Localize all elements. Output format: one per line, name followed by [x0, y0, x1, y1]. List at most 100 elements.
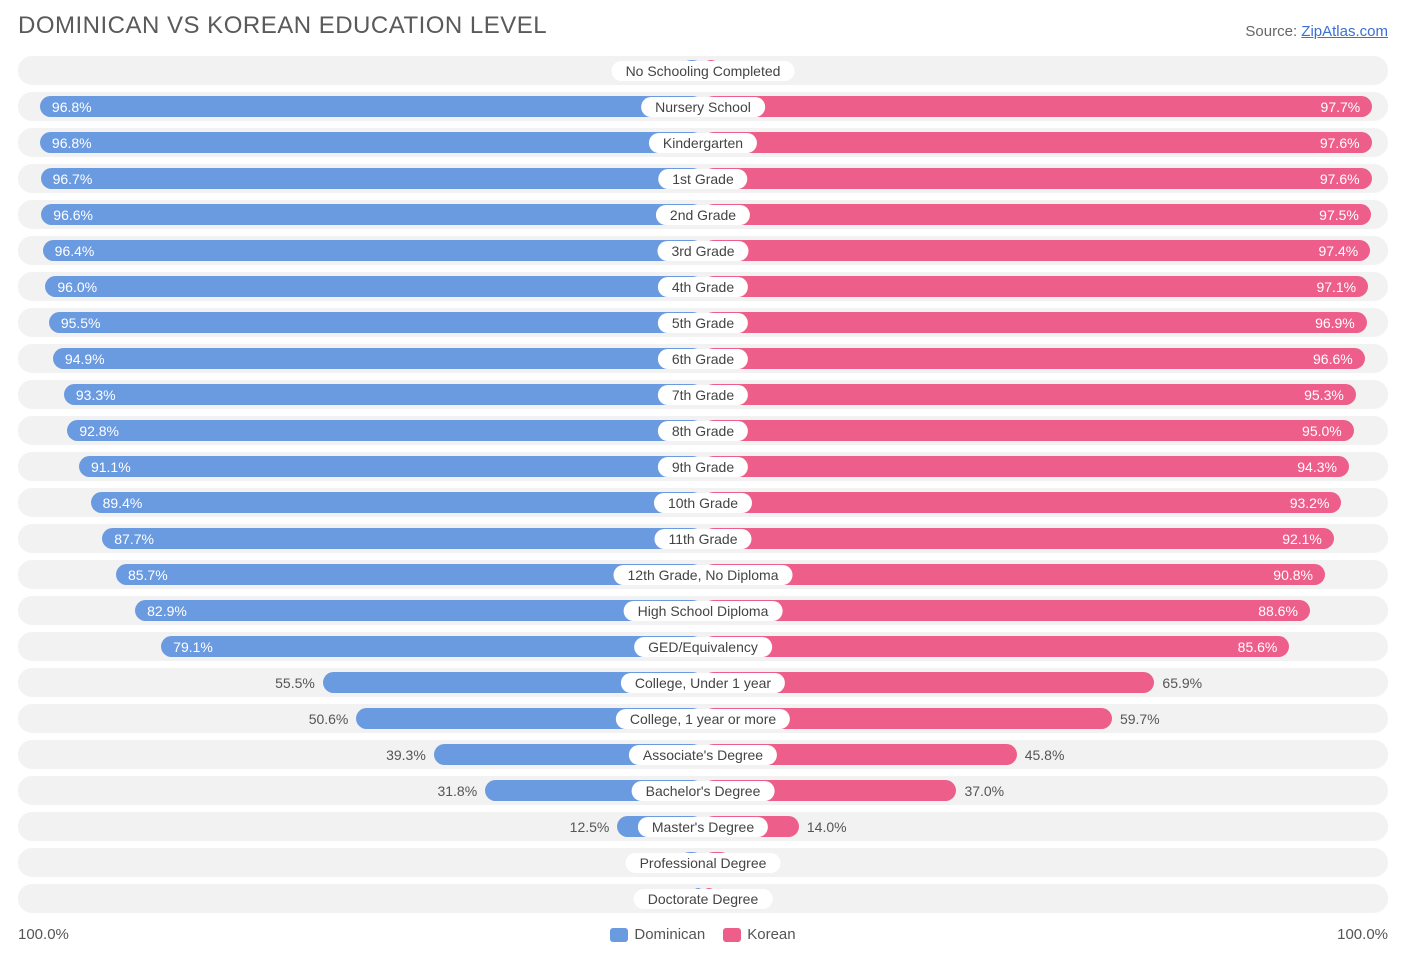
pct-left: 96.0%	[57, 279, 97, 295]
source-attribution: Source: ZipAtlas.com	[1245, 23, 1388, 40]
axis-left-max: 100.0%	[18, 926, 69, 943]
legend-label-right: Korean	[747, 926, 795, 943]
pct-right: 85.6%	[1238, 639, 1278, 655]
bar-right	[703, 564, 1325, 585]
pct-left: 93.3%	[76, 387, 116, 403]
bar-left	[41, 168, 703, 189]
pct-right: 96.9%	[1315, 315, 1355, 331]
pct-right: 90.8%	[1273, 567, 1313, 583]
bar-right	[703, 276, 1368, 297]
pct-right: 97.4%	[1319, 243, 1359, 259]
category-label: 7th Grade	[658, 385, 748, 405]
bar-right	[703, 600, 1310, 621]
pct-left: 39.3%	[386, 747, 426, 763]
bar-right	[703, 636, 1289, 657]
chart-row: 87.7%92.1%11th Grade	[18, 524, 1388, 553]
chart-row: 96.0%97.1%4th Grade	[18, 272, 1388, 301]
pct-right: 97.6%	[1320, 135, 1360, 151]
bar-right	[703, 168, 1372, 189]
category-label: Professional Degree	[626, 853, 781, 873]
bar-right	[703, 384, 1356, 405]
category-label: 12th Grade, No Diploma	[614, 565, 793, 585]
bar-right	[703, 312, 1367, 333]
chart-row: 96.8%97.7%Nursery School	[18, 92, 1388, 121]
bar-left	[41, 204, 703, 225]
pct-right: 93.2%	[1290, 495, 1330, 511]
pct-right: 88.6%	[1258, 603, 1298, 619]
chart-header: DOMINICAN VS KOREAN EDUCATION LEVEL Sour…	[0, 0, 1406, 48]
pct-left: 92.8%	[79, 423, 119, 439]
bar-right	[703, 420, 1354, 441]
category-label: 9th Grade	[658, 457, 748, 477]
pct-right: 65.9%	[1162, 675, 1202, 691]
bar-right	[703, 348, 1365, 369]
chart-row: 96.7%97.6%1st Grade	[18, 164, 1388, 193]
category-label: Nursery School	[641, 97, 765, 117]
bar-left	[64, 384, 703, 405]
bar-left	[45, 276, 703, 297]
category-label: GED/Equivalency	[634, 637, 772, 657]
category-label: 2nd Grade	[656, 205, 750, 225]
axis-right-max: 100.0%	[1337, 926, 1388, 943]
legend-item-right: Korean	[723, 926, 795, 943]
bar-right	[703, 132, 1372, 153]
pct-right: 96.6%	[1313, 351, 1353, 367]
legend-label-left: Dominican	[634, 926, 705, 943]
chart-row: 55.5%65.9%College, Under 1 year	[18, 668, 1388, 697]
pct-right: 95.0%	[1302, 423, 1342, 439]
bar-right	[703, 528, 1334, 549]
chart-row: 96.8% 97.6% Kindergarten	[18, 128, 1388, 157]
pct-left: 96.8%	[52, 99, 92, 115]
pct-right: 14.0%	[807, 819, 847, 835]
bar-left	[102, 528, 703, 549]
chart-row: 79.1%85.6%GED/Equivalency	[18, 632, 1388, 661]
pct-left: 87.7%	[114, 531, 154, 547]
pct-left: 96.8%	[52, 135, 92, 151]
legend-swatch-left	[610, 928, 628, 942]
chart-row: 96.6%97.5%2nd Grade	[18, 200, 1388, 229]
source-label: Source:	[1245, 23, 1297, 40]
bar-left	[49, 312, 703, 333]
pct-right: 97.6%	[1320, 171, 1360, 187]
bar-right	[703, 96, 1372, 117]
pct-right: 37.0%	[964, 783, 1004, 799]
category-label: 10th Grade	[654, 493, 752, 513]
category-label: No Schooling Completed	[612, 61, 795, 81]
bar-left	[43, 240, 703, 261]
chart-row: 39.3% 45.8% Associate's Degree	[18, 740, 1388, 769]
pct-left: 31.8%	[437, 783, 477, 799]
bar-left	[53, 348, 703, 369]
bar-right	[703, 204, 1371, 225]
pct-left: 94.9%	[65, 351, 105, 367]
chart-row: 94.9% 96.6% 6th Grade	[18, 344, 1388, 373]
pct-left: 85.7%	[128, 567, 168, 583]
pct-left: 12.5%	[570, 819, 610, 835]
source-link[interactable]: ZipAtlas.com	[1301, 23, 1388, 40]
pct-left: 96.7%	[53, 171, 93, 187]
bar-left	[91, 492, 703, 513]
pct-left: 91.1%	[91, 459, 131, 475]
category-label: 11th Grade	[654, 529, 751, 549]
category-label: Doctorate Degree	[634, 889, 773, 909]
bar-right	[703, 240, 1370, 261]
pct-left: 96.6%	[53, 207, 93, 223]
chart-row: 96.4%97.4%3rd Grade	[18, 236, 1388, 265]
chart-row: 1.4%1.7%Doctorate Degree	[18, 884, 1388, 913]
pct-right: 45.8%	[1025, 747, 1065, 763]
chart-title: DOMINICAN VS KOREAN EDUCATION LEVEL	[18, 12, 547, 40]
category-label: Kindergarten	[649, 133, 757, 153]
chart-row: 82.9%88.6%High School Diploma	[18, 596, 1388, 625]
chart-row: 31.8%37.0%Bachelor's Degree	[18, 776, 1388, 805]
category-label: 6th Grade	[658, 349, 748, 369]
legend: Dominican Korean	[610, 926, 795, 943]
pct-left: 82.9%	[147, 603, 187, 619]
legend-swatch-right	[723, 928, 741, 942]
category-label: Master's Degree	[638, 817, 768, 837]
bar-left	[67, 420, 703, 441]
category-label: Associate's Degree	[629, 745, 777, 765]
chart-row: 3.5%4.1%Professional Degree	[18, 848, 1388, 877]
bar-left	[40, 132, 703, 153]
chart-row: 3.2%2.4%No Schooling Completed	[18, 56, 1388, 85]
pct-right: 59.7%	[1120, 711, 1160, 727]
pct-left: 95.5%	[61, 315, 101, 331]
